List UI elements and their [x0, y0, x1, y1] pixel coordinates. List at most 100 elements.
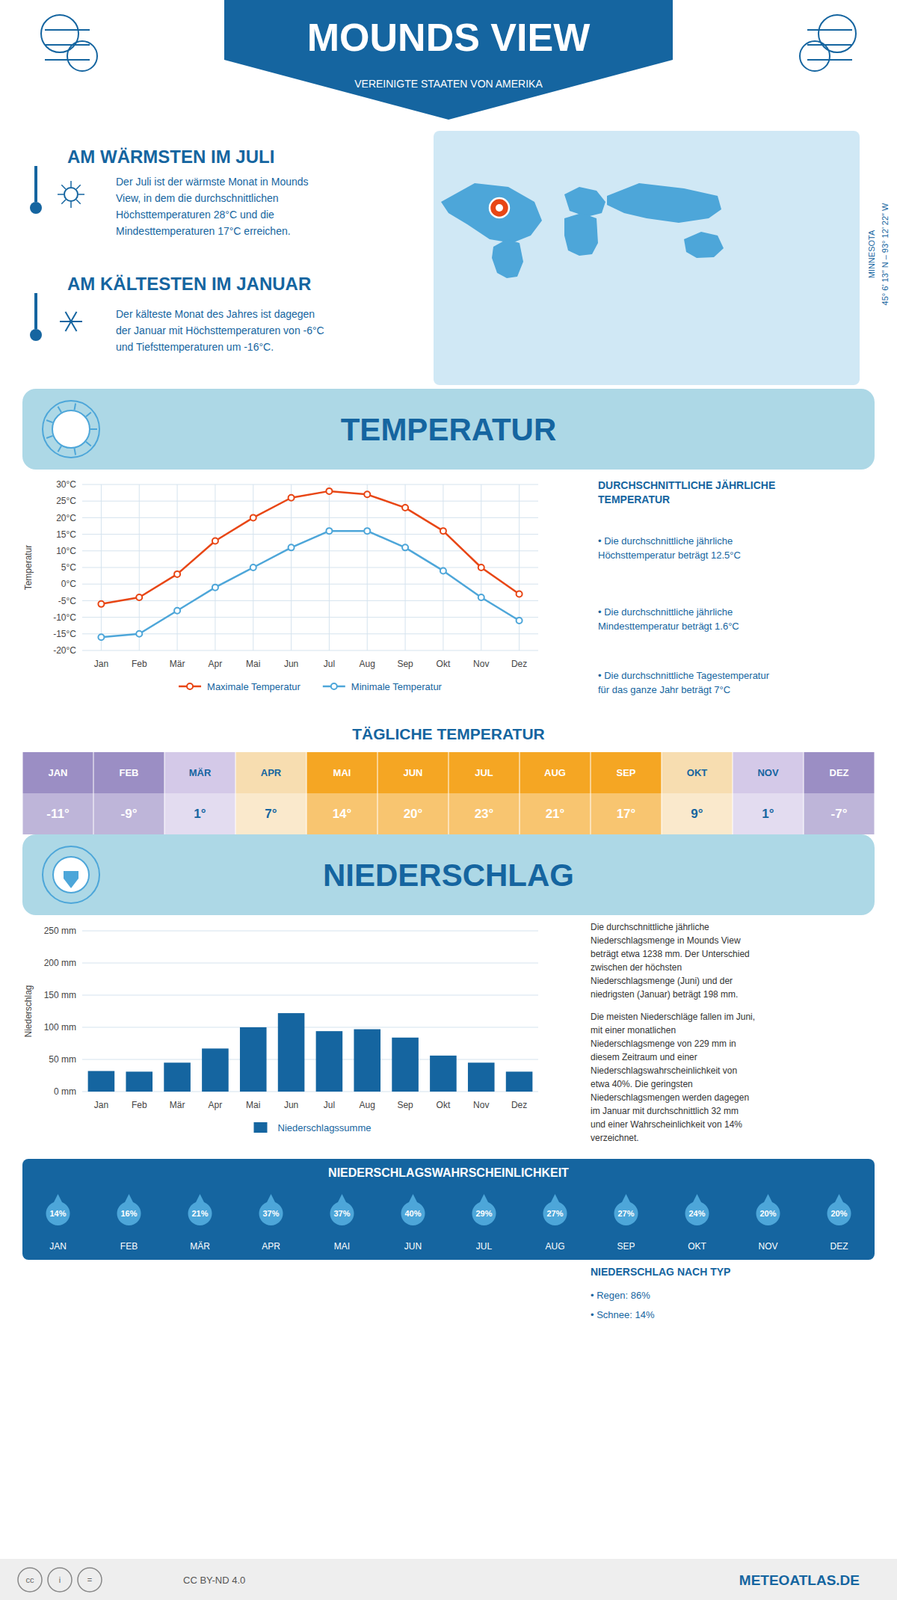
legend-marker: [186, 683, 193, 690]
bar: [163, 1062, 191, 1092]
table-value-cell: [733, 793, 804, 835]
table-header-cell: [520, 751, 591, 794]
side-title: DURCHSCHNITTLICHE JÄHRLICHETEMPERATUR: [598, 479, 776, 506]
drop: [543, 1201, 568, 1226]
grid-line: [82, 550, 539, 551]
table-value-cell: [307, 793, 378, 835]
drop-label: 37%: [333, 1208, 350, 1218]
text-line: Mindesttemperaturen 17°C erreichen.: [115, 224, 291, 237]
text-line: 0°C: [61, 578, 77, 590]
thermometer-icon: [29, 328, 42, 341]
bar: [278, 1012, 305, 1092]
month-label: NOV: [757, 1240, 778, 1252]
x-tick-label: Mai: [245, 658, 261, 670]
text-line: -10°C: [53, 612, 77, 623]
grid-line: [100, 484, 102, 651]
grid-line: [82, 930, 539, 932]
text-line: AM KÄLTESTEN IM JANUAR: [67, 273, 311, 294]
wind-line: [44, 44, 90, 46]
text-line: Jul: [323, 1099, 335, 1111]
text-line: Jun: [284, 658, 299, 670]
text-line: etwa 40%. Die geringsten: [590, 1078, 693, 1090]
text-line: NOV: [757, 1240, 778, 1252]
y-axis-label: Temperatur: [23, 544, 34, 591]
series-marker: [288, 544, 295, 551]
series-marker: [402, 544, 409, 551]
text-line: Dez: [511, 658, 527, 670]
text-line: Die meisten Niederschläge fallen im Juni…: [590, 1011, 755, 1022]
text-line: beträgt etwa 1238 mm. Der Unterschied: [590, 948, 750, 960]
y-tick-label: -10°C: [53, 612, 77, 623]
series-marker: [440, 567, 447, 574]
text-line: 45° 6’ 13″ N – 93° 12’ 22″ W: [880, 202, 890, 305]
x-tick-label: Sep: [396, 1099, 414, 1111]
text-line: zwischen der höchsten: [590, 962, 682, 973]
text-line: 37%: [262, 1208, 279, 1218]
bar: [467, 1062, 495, 1092]
table-header-cell: [449, 751, 520, 794]
table-value-cell: [23, 793, 94, 835]
table-value-cell: [662, 793, 733, 835]
text-line: Niederschlagsmengen werden dagegen: [590, 1092, 749, 1103]
text-line: AUG: [544, 1240, 565, 1252]
text-line: 20%: [830, 1208, 847, 1218]
month-label: MAI: [334, 1240, 350, 1252]
drop: [401, 1201, 426, 1226]
text-line: Okt: [436, 1099, 451, 1111]
text-line: cc: [26, 1574, 36, 1584]
drop-label: 20%: [759, 1208, 776, 1218]
text-line: 15°C: [56, 529, 77, 540]
text-line: 14°: [332, 806, 353, 821]
grid-line: [82, 517, 539, 519]
month-label: MÄR: [189, 1240, 211, 1252]
sun-icon: [61, 184, 66, 190]
series-marker: [325, 527, 332, 534]
bar: [391, 1037, 419, 1092]
section-banner: [22, 388, 875, 470]
series-marker: [516, 591, 523, 598]
text-line: 20°: [403, 806, 424, 821]
wind-swirl: [41, 14, 79, 53]
legend-label: Maximale Temperatur: [207, 680, 301, 693]
text-line: DEZ: [830, 1240, 849, 1252]
grid-line: [367, 484, 368, 651]
banner-icon: [85, 441, 92, 447]
series-marker: [364, 491, 371, 498]
table-value-cell: [520, 793, 591, 835]
text-line: DEZ: [829, 766, 850, 779]
text-line: Mär: [169, 658, 186, 670]
sun-icon: [70, 180, 72, 187]
banner-icon: [74, 403, 77, 411]
table-value: -9°: [121, 806, 138, 821]
text-line: Feb: [131, 658, 148, 670]
drop: [46, 1201, 71, 1226]
grid-line: [82, 616, 539, 618]
x-tick-label: Dez: [511, 1099, 527, 1111]
text-line: verzeichnet.: [590, 1132, 640, 1143]
text-line: TEMPERATUR: [340, 411, 557, 448]
y-tick-label: 30°C: [56, 479, 77, 490]
text-line: 20%: [759, 1208, 776, 1218]
side-text: • Die durchschnittliche jährlicheMindest…: [598, 606, 740, 632]
text-line: Aug: [359, 1099, 376, 1111]
grid-line: [82, 567, 539, 569]
probability-panel: [22, 1158, 875, 1260]
series-line: [100, 530, 519, 637]
text-line: JAN: [47, 766, 68, 779]
text-line: Sep: [396, 1099, 414, 1111]
footer: [0, 1558, 897, 1600]
text-line: 100 mm: [44, 1021, 77, 1033]
table-header-cell: [165, 751, 236, 794]
x-tick-label: Okt: [436, 658, 451, 670]
table-value: 1°: [761, 806, 774, 821]
text-line: Jun: [284, 1099, 299, 1111]
thermometer-icon: [34, 165, 38, 202]
text-line: FEB: [119, 766, 140, 779]
series-marker: [174, 571, 181, 578]
table-header-cell: [94, 751, 165, 794]
drop: [614, 1201, 639, 1226]
x-tick-label: Jul: [323, 658, 335, 670]
banner-icon: [74, 448, 77, 456]
grid-line: [82, 1059, 539, 1060]
continent: [683, 231, 724, 258]
